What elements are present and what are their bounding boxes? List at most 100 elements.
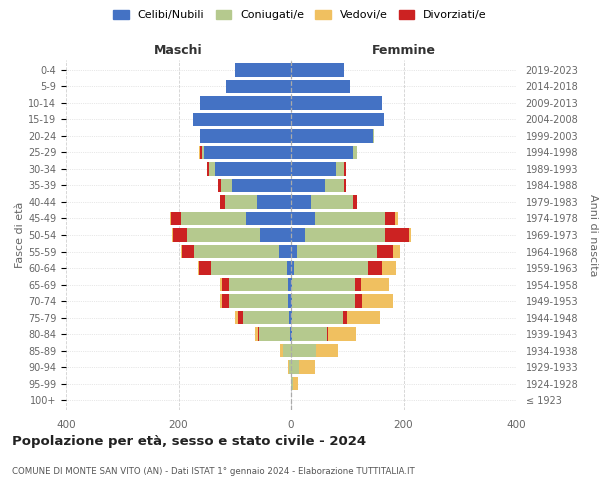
Bar [385,212,395,226]
Bar [229,278,288,291]
Bar [291,195,311,209]
Bar [170,212,171,226]
Bar [218,178,221,192]
Bar [316,344,338,358]
Bar [232,178,291,192]
Bar [223,278,229,291]
Bar [206,162,209,175]
Bar [344,162,346,175]
Text: Femmine: Femmine [371,44,436,57]
Bar [199,261,211,275]
Bar [394,244,400,258]
Bar [291,63,344,76]
Bar [395,212,398,226]
Bar [305,228,385,242]
Bar [287,360,289,374]
Bar [362,294,393,308]
Bar [199,146,200,159]
Bar [200,129,291,142]
Bar [291,129,373,142]
Bar [409,228,412,242]
Bar [288,294,291,308]
Bar [299,360,314,374]
Bar [255,328,258,341]
Bar [198,261,199,275]
Bar [181,212,246,226]
Bar [361,278,389,291]
Bar [289,360,291,374]
Bar [291,328,292,341]
Bar [215,162,291,175]
Bar [291,178,325,192]
Bar [220,294,223,308]
Text: COMUNE DI MONTE SAN VITO (AN) - Dati ISTAT 1° gennaio 2024 - Elaborazione TUTTIT: COMUNE DI MONTE SAN VITO (AN) - Dati IST… [12,468,415,476]
Bar [235,63,291,76]
Text: Maschi: Maschi [154,44,203,57]
Text: Popolazione per età, sesso e stato civile - 2024: Popolazione per età, sesso e stato civil… [12,435,366,448]
Y-axis label: Anni di nascita: Anni di nascita [588,194,598,276]
Bar [385,228,409,242]
Bar [220,195,224,209]
Bar [343,311,347,324]
Bar [211,261,287,275]
Bar [235,311,238,324]
Bar [296,244,377,258]
Bar [293,377,298,390]
Bar [292,294,355,308]
Bar [291,344,316,358]
Bar [182,244,194,258]
Bar [291,212,314,226]
Bar [353,195,358,209]
Bar [291,311,292,324]
Bar [327,328,328,341]
Bar [291,96,382,110]
Bar [292,278,355,291]
Bar [172,228,173,242]
Bar [291,112,384,126]
Bar [328,328,356,341]
Bar [229,294,288,308]
Bar [291,244,296,258]
Bar [311,195,353,209]
Y-axis label: Fasce di età: Fasce di età [15,202,25,268]
Bar [292,328,327,341]
Bar [209,162,215,175]
Bar [294,261,368,275]
Bar [221,178,232,192]
Bar [283,344,291,358]
Bar [344,178,346,192]
Bar [278,244,291,258]
Legend: Celibi/Nubili, Coniugati/e, Vedovi/e, Divorziati/e: Celibi/Nubili, Coniugati/e, Vedovi/e, Di… [109,6,491,25]
Bar [291,261,294,275]
Bar [187,228,260,242]
Bar [377,244,394,258]
Bar [291,228,305,242]
Bar [260,228,291,242]
Bar [224,195,257,209]
Bar [353,146,358,159]
Bar [193,112,291,126]
Bar [291,278,292,291]
Bar [200,96,291,110]
Bar [292,311,343,324]
Bar [347,311,380,324]
Bar [220,278,223,291]
Bar [368,261,382,275]
Bar [223,294,229,308]
Bar [246,212,291,226]
Bar [355,278,361,291]
Bar [287,261,291,275]
Bar [226,80,291,93]
Bar [288,278,291,291]
Bar [238,311,242,324]
Bar [259,328,290,341]
Bar [173,228,187,242]
Bar [194,244,278,258]
Bar [171,212,181,226]
Bar [373,129,374,142]
Bar [314,212,385,226]
Bar [291,162,336,175]
Bar [325,178,344,192]
Bar [202,146,204,159]
Bar [291,294,292,308]
